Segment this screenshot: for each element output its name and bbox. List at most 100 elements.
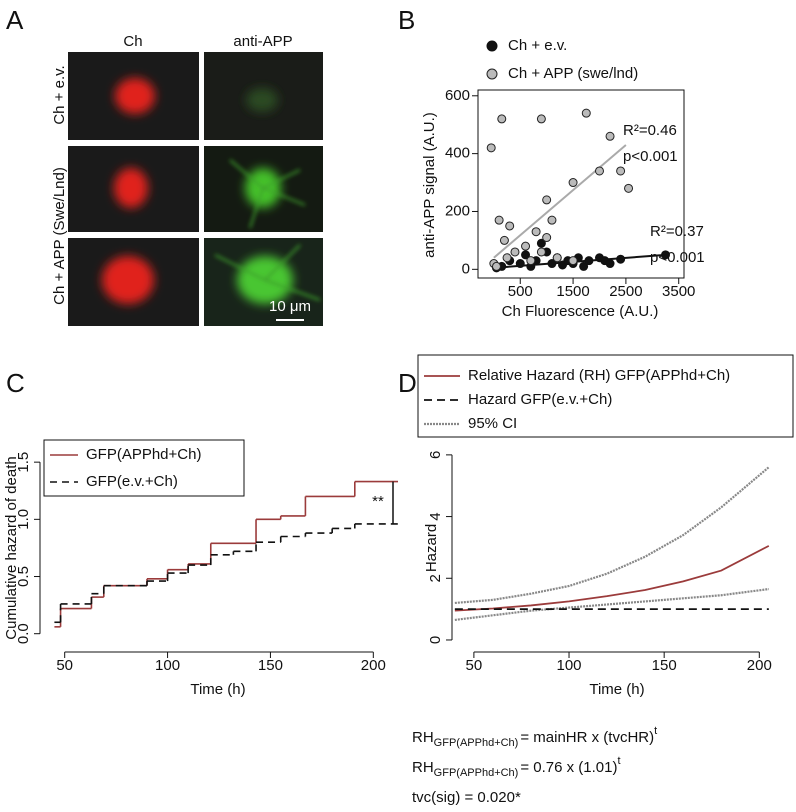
point bbox=[542, 233, 552, 243]
x-tick-label: 2500 bbox=[609, 283, 642, 300]
panel-letter: C bbox=[6, 368, 25, 398]
x-tick-label: 1500 bbox=[556, 283, 589, 300]
x-tick-label: 150 bbox=[652, 657, 677, 674]
y-tick-label: 1.0 bbox=[15, 509, 32, 530]
point bbox=[486, 143, 496, 153]
cell bbox=[102, 256, 154, 304]
row-label: Ch + APP (Swe/Lnd) bbox=[51, 167, 68, 305]
legend-label: GFP(e.v.+Ch) bbox=[86, 473, 178, 490]
point bbox=[624, 183, 634, 193]
point bbox=[505, 221, 515, 231]
y-axis-label: Cumulative hazard of death bbox=[3, 456, 20, 639]
x-axis-label: Time (h) bbox=[190, 681, 245, 698]
annotation: ** bbox=[372, 493, 384, 510]
cell bbox=[114, 168, 148, 208]
y-tick-label: 0 bbox=[462, 260, 470, 277]
annotation: R²=0.46 bbox=[623, 122, 677, 139]
ci-line bbox=[454, 587, 769, 622]
point bbox=[552, 253, 562, 263]
legend-label: Ch + e.v. bbox=[508, 37, 567, 54]
legend-box bbox=[417, 354, 794, 438]
legend-marker bbox=[486, 40, 498, 52]
point bbox=[510, 247, 520, 257]
y-tick-label: 0.0 bbox=[15, 623, 32, 644]
legend-label: Relative Hazard (RH) GFP(APPhd+Ch) bbox=[468, 367, 730, 384]
cell bbox=[246, 88, 278, 112]
y-tick-label: 400 bbox=[445, 145, 470, 162]
point bbox=[547, 259, 557, 269]
y-tick-label: 2 bbox=[427, 574, 444, 582]
y-tick-label: 0.5 bbox=[15, 566, 32, 587]
point bbox=[605, 259, 615, 269]
point bbox=[536, 247, 546, 257]
point bbox=[547, 215, 557, 225]
formula-part: = mainHR x (tvcHR) bbox=[520, 729, 654, 746]
formula: tvc(sig) = 0.020* bbox=[412, 789, 521, 806]
x-tick-label: 100 bbox=[155, 657, 180, 674]
row-label: Ch + e.v. bbox=[51, 65, 68, 124]
point bbox=[536, 114, 546, 124]
legend-box bbox=[43, 439, 245, 497]
formula: RHGFP(APPhd+Ch) = mainHR x (tvcHR)t bbox=[412, 725, 657, 749]
point bbox=[568, 256, 578, 266]
point bbox=[584, 256, 594, 266]
point bbox=[499, 235, 509, 245]
y-axis-label: anti-APP signal (A.U.) bbox=[421, 112, 438, 258]
neurite bbox=[229, 159, 306, 229]
scale-bar-label: 10 μm bbox=[269, 298, 311, 315]
point bbox=[526, 256, 536, 266]
annotation: p<0.001 bbox=[623, 148, 678, 165]
ci-line bbox=[454, 466, 770, 605]
point bbox=[515, 259, 525, 269]
plot-frame bbox=[477, 89, 685, 279]
formula-part: RH bbox=[412, 729, 434, 746]
point bbox=[521, 250, 531, 260]
panel-letter: D bbox=[398, 368, 417, 398]
point bbox=[542, 195, 552, 205]
formula-sup: t bbox=[654, 725, 657, 737]
y-tick-label: 1.5 bbox=[15, 452, 32, 473]
point bbox=[605, 131, 615, 141]
neurite bbox=[214, 244, 321, 301]
panel-letter: A bbox=[6, 5, 24, 35]
x-tick-label: 100 bbox=[557, 657, 582, 674]
x-tick-label: 50 bbox=[466, 657, 483, 674]
point bbox=[568, 178, 578, 188]
x-tick-label: 200 bbox=[747, 657, 772, 674]
point bbox=[661, 250, 671, 260]
formula-part: RH bbox=[412, 759, 434, 776]
y-tick-label: 6 bbox=[427, 451, 444, 459]
y-tick-label: 0 bbox=[427, 636, 444, 644]
point bbox=[581, 108, 591, 118]
panel-letter: B bbox=[398, 5, 415, 35]
annotation: p<0.001 bbox=[650, 249, 705, 266]
point bbox=[491, 261, 501, 271]
annotation: R²=0.37 bbox=[650, 223, 704, 240]
x-axis-label: Time (h) bbox=[589, 681, 644, 698]
formula-part: = 0.76 x (1.01) bbox=[520, 759, 617, 776]
legend-marker bbox=[486, 68, 498, 80]
formula-sub: GFP(APPhd+Ch) bbox=[434, 767, 519, 779]
legend-label: Hazard GFP(e.v.+Ch) bbox=[468, 391, 612, 408]
point bbox=[521, 241, 531, 251]
legend-label: GFP(APPhd+Ch) bbox=[86, 446, 201, 463]
column-label: Ch bbox=[123, 33, 142, 50]
y-tick-label: 4 bbox=[427, 512, 444, 520]
line bbox=[454, 545, 770, 612]
fit-line bbox=[493, 144, 627, 259]
x-tick-label: 500 bbox=[508, 283, 533, 300]
legend-label: 95% CI bbox=[468, 415, 517, 432]
formula: RHGFP(APPhd+Ch) = 0.76 x (1.01)t bbox=[412, 755, 621, 779]
column-label: anti-APP bbox=[233, 33, 292, 50]
formula-sub: GFP(APPhd+Ch) bbox=[434, 737, 519, 749]
point bbox=[616, 254, 626, 264]
y-tick-label: 600 bbox=[445, 87, 470, 104]
x-tick-label: 200 bbox=[361, 657, 386, 674]
x-axis-label: Ch Fluorescence (A.U.) bbox=[502, 303, 659, 320]
legend-label: Ch + APP (swe/lnd) bbox=[508, 65, 638, 82]
x-tick-label: 3500 bbox=[662, 283, 695, 300]
x-tick-label: 150 bbox=[258, 657, 283, 674]
point bbox=[494, 215, 504, 225]
point bbox=[594, 166, 604, 176]
